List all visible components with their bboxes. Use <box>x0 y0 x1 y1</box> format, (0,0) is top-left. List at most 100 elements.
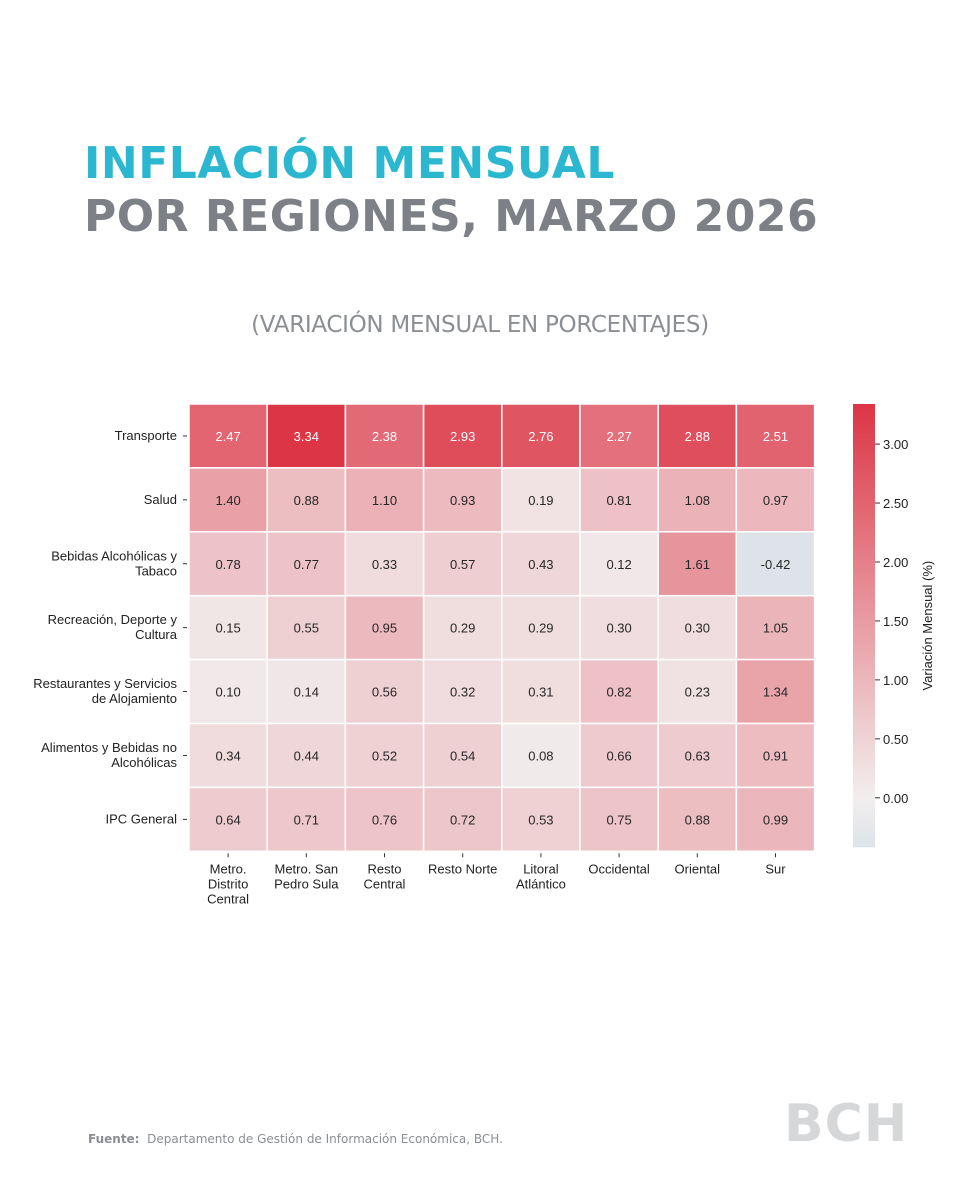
cell-value-label: 2.47 <box>215 429 240 444</box>
cell-value-label: 0.14 <box>294 685 319 700</box>
cell-value-label: 0.32 <box>450 685 475 700</box>
col-label: Oriental <box>675 861 721 876</box>
heatmap-cell <box>501 786 581 853</box>
colorbar-tick-label: 2.00 <box>883 555 908 570</box>
cell-value-label: 0.52 <box>372 748 397 763</box>
cell-value-label: 0.10 <box>215 685 240 700</box>
cell-value-label: 0.29 <box>450 621 475 636</box>
col-label: Pedro Sula <box>274 876 339 891</box>
row-label: IPC General <box>105 811 177 826</box>
cell-value-label: 0.77 <box>294 557 319 572</box>
heatmap-cell <box>422 594 503 661</box>
cell-value-label: 0.95 <box>372 621 397 636</box>
col-label: Resto <box>368 861 402 876</box>
heatmap-cell <box>422 786 503 853</box>
source-text: Departamento de Gestión de Información E… <box>147 1132 503 1146</box>
heatmap-cell <box>266 594 347 661</box>
cell-value-label: 2.76 <box>528 429 553 444</box>
heatmap-cell <box>344 467 425 533</box>
heatmap-cell <box>188 467 268 533</box>
heatmap-cell <box>344 594 425 661</box>
cell-value-label: 0.93 <box>450 493 475 508</box>
colorbar-tick-label: 3.00 <box>883 437 908 452</box>
cell-value-label: 1.05 <box>763 621 788 636</box>
row-label: Recreación, Deporte y <box>48 612 178 627</box>
cell-value-label: 2.27 <box>606 429 631 444</box>
heatmap-cell <box>422 658 503 725</box>
heatmap-cell <box>579 722 659 789</box>
cell-value-label: 0.97 <box>763 493 788 508</box>
row-label: Alimentos y Bebidas no <box>41 740 177 755</box>
cell-value-label: 0.34 <box>215 748 240 763</box>
cell-value-label: 0.78 <box>215 557 240 572</box>
cell-value-label: 0.43 <box>528 557 553 572</box>
heatmap-cell <box>344 531 425 597</box>
cell-value-label: 0.72 <box>450 812 475 827</box>
cell-value-label: 1.08 <box>685 493 710 508</box>
heatmap-cell <box>735 531 816 597</box>
cell-value-label: 0.82 <box>606 685 631 700</box>
heatmap-cell <box>579 403 659 469</box>
colorbar-tick-label: 2.50 <box>883 496 908 511</box>
source-note: Fuente: Departamento de Gestión de Infor… <box>88 1132 503 1146</box>
cell-value-label: 2.88 <box>685 429 710 444</box>
cell-value-label: 0.12 <box>606 557 631 572</box>
title-line-1: INFLACIÓN MENSUAL <box>84 138 615 189</box>
cell-value-label: 0.15 <box>215 621 240 636</box>
cell-value-label: 0.19 <box>528 493 553 508</box>
heatmap-cell <box>188 594 268 661</box>
row-label: Salud <box>144 492 177 507</box>
heatmap-cell <box>266 658 347 725</box>
cell-value-label: 0.64 <box>215 812 240 827</box>
col-label: Sur <box>765 861 786 876</box>
heatmap-cell <box>501 722 581 789</box>
row-label: Cultura <box>135 627 178 642</box>
cell-value-label: 0.63 <box>685 748 710 763</box>
row-label: Tabaco <box>135 563 177 578</box>
col-label: Metro. <box>210 861 247 876</box>
cell-value-label: 0.99 <box>763 812 788 827</box>
col-label: Litoral <box>523 861 559 876</box>
cell-value-label: -0.42 <box>761 557 791 572</box>
cell-value-label: 1.40 <box>215 493 240 508</box>
heatmap-cell <box>501 531 581 597</box>
cell-value-label: 0.23 <box>685 685 710 700</box>
col-label: Distrito <box>208 876 248 891</box>
cell-value-label: 0.88 <box>294 493 319 508</box>
cell-value-label: 0.31 <box>528 685 553 700</box>
row-label: Bebidas Alcohólicas y <box>51 548 177 563</box>
row-label: Alcohólicas <box>111 755 177 770</box>
cell-value-label: 0.91 <box>763 748 788 763</box>
source-label: Fuente: <box>88 1132 140 1146</box>
heatmap-cell <box>579 531 659 597</box>
row-label: de Alojamiento <box>92 691 177 706</box>
colorbar-tick-label: 1.00 <box>883 673 908 688</box>
colorbar <box>853 404 875 848</box>
row-label: Transporte <box>115 428 177 443</box>
chart-subtitle: (VARIACIÓN MENSUAL EN PORCENTAJES) <box>251 312 709 338</box>
heatmap-cell <box>188 658 268 725</box>
heatmap-cell <box>735 467 816 533</box>
cell-value-label: 0.81 <box>606 493 631 508</box>
cell-value-label: 0.53 <box>528 812 553 827</box>
heatmap-cell <box>735 786 816 853</box>
cell-value-label: 0.29 <box>528 621 553 636</box>
row-label: Restaurantes y Servicios <box>33 676 177 691</box>
cell-value-label: 0.30 <box>606 621 631 636</box>
cell-value-label: 2.38 <box>372 429 397 444</box>
cell-value-label: 0.55 <box>294 621 319 636</box>
cell-value-label: 1.61 <box>685 557 710 572</box>
col-label: Atlántico <box>516 876 566 891</box>
col-label: Occidental <box>588 861 650 876</box>
cell-value-label: 2.93 <box>450 429 475 444</box>
cell-value-label: 0.71 <box>294 812 319 827</box>
cell-value-label: 0.66 <box>606 748 631 763</box>
heatmap-cell <box>657 467 738 533</box>
heatmap-cell <box>266 531 347 597</box>
cell-value-label: 0.75 <box>606 812 631 827</box>
cell-value-label: 0.76 <box>372 812 397 827</box>
colorbar-tick-label: 0.00 <box>883 791 908 806</box>
cell-value-label: 0.56 <box>372 685 397 700</box>
heatmap-cell <box>735 403 816 469</box>
